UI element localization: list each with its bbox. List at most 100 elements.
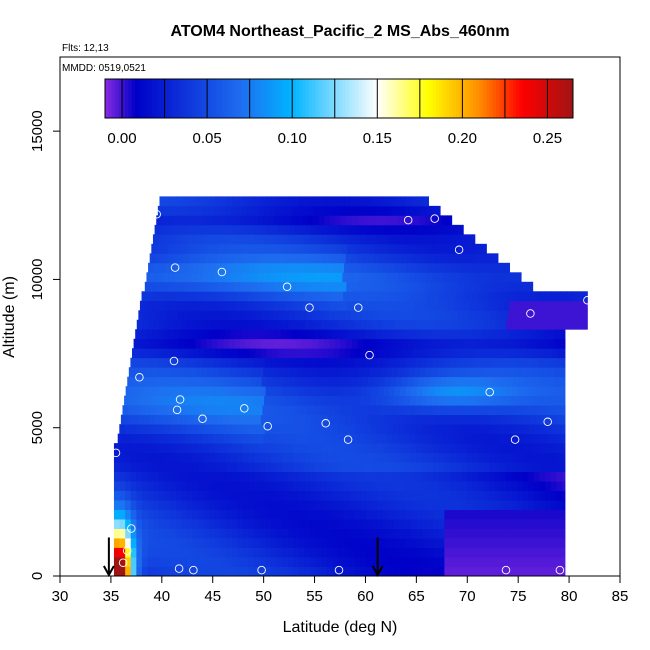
heatmap-cell [203, 509, 210, 520]
heatmap-cell [438, 291, 445, 302]
heatmap-cell [427, 481, 434, 491]
heatmap-cell [335, 215, 342, 226]
heatmap-cell [348, 272, 355, 283]
heatmap-cell [459, 329, 466, 340]
heatmap-cell [395, 224, 402, 235]
heatmap-cell [410, 234, 417, 245]
heatmap-cell [175, 557, 182, 567]
heatmap-cell [455, 519, 462, 529]
heatmap-cell [338, 386, 345, 397]
heatmap-cell [330, 367, 337, 378]
heatmap-cell [433, 386, 440, 397]
heatmap-cell [197, 357, 204, 368]
heatmap-cell [205, 310, 212, 321]
heatmap-cell [444, 557, 451, 567]
heatmap-cell [323, 253, 330, 264]
heatmap-cell [298, 471, 305, 482]
heatmap-cell [487, 300, 494, 311]
heatmap-cell [399, 443, 406, 454]
heatmap-cell [308, 272, 315, 283]
heatmap-cell [343, 462, 350, 473]
heatmap-cell [466, 538, 473, 548]
heatmap-cell [427, 357, 434, 368]
heatmap-cell [267, 310, 274, 321]
heatmap-cell [220, 481, 227, 491]
colorbar-segment [268, 79, 273, 118]
heatmap-cell [190, 243, 197, 254]
heatmap-cell [555, 395, 562, 406]
heatmap-cell [315, 424, 322, 435]
heatmap-cell [234, 338, 241, 349]
heatmap-cell [316, 196, 323, 207]
heatmap-cell [200, 376, 207, 387]
heatmap-cell [141, 557, 148, 567]
heatmap-cell [365, 547, 372, 558]
heatmap-cell [154, 414, 161, 425]
heatmap-cell [169, 557, 176, 567]
heatmap-cell [469, 281, 476, 292]
heatmap-cell [556, 462, 563, 473]
heatmap-cell [382, 538, 389, 548]
heatmap-cell [253, 443, 260, 454]
heatmap-cell [144, 281, 151, 292]
heatmap-cell [364, 395, 371, 406]
heatmap-cell [308, 395, 315, 406]
heatmap-cell [549, 329, 556, 340]
heatmap-cell [258, 329, 265, 340]
profile-point [430, 214, 439, 223]
heatmap-cell [477, 519, 484, 529]
heatmap-cell [343, 519, 350, 529]
heatmap-cell [456, 414, 463, 425]
heatmap-cell [195, 405, 202, 416]
heatmap-cell [228, 405, 235, 416]
heatmap-cell [298, 509, 305, 520]
heatmap-cell [388, 424, 395, 435]
heatmap-cell [377, 490, 384, 501]
heatmap-cell [259, 528, 266, 539]
heatmap-cell [185, 329, 192, 340]
heatmap-cell [320, 424, 327, 435]
heatmap-cell [517, 452, 524, 463]
heatmap-cell [449, 557, 456, 567]
heatmap-cell [540, 386, 547, 397]
heatmap-cell [129, 395, 136, 406]
heatmap-cell [564, 376, 566, 387]
heatmap-cell [332, 481, 339, 491]
heatmap-cell [404, 395, 411, 406]
heatmap-cell [552, 348, 559, 359]
heatmap-cell [251, 405, 258, 416]
heatmap-cell [399, 234, 406, 245]
heatmap-cell [411, 386, 418, 397]
heatmap-cell [509, 300, 516, 311]
heatmap-cell [429, 376, 436, 387]
heatmap-cell [449, 291, 456, 302]
heatmap-cell [431, 433, 438, 444]
heatmap-cell [158, 462, 165, 473]
heatmap-cell [243, 386, 250, 397]
heatmap-cell [338, 196, 345, 207]
heatmap-cell [513, 376, 520, 387]
heatmap-cell [275, 395, 282, 406]
heatmap-cell [124, 395, 131, 406]
heatmap-cell [382, 519, 389, 529]
heatmap-cell [352, 300, 359, 311]
heatmap-cell [544, 357, 551, 368]
heatmap-cell [371, 528, 378, 539]
heatmap-cell [567, 291, 574, 302]
heatmap-cell [165, 224, 172, 235]
heatmap-cell [453, 243, 460, 254]
heatmap-cell [193, 224, 200, 235]
heatmap-cell [433, 509, 440, 520]
heatmap-cell [427, 528, 434, 539]
heatmap-cell [187, 319, 194, 330]
heatmap-cell [175, 566, 182, 577]
heatmap-cell [438, 452, 445, 463]
heatmap-cell [186, 357, 193, 368]
heatmap-cell [252, 243, 259, 254]
heatmap-cell [444, 566, 451, 577]
heatmap-cell [181, 262, 188, 273]
heatmap-cell [354, 291, 361, 302]
heatmap-cell [150, 281, 157, 292]
heatmap-cell [495, 262, 502, 273]
heatmap-cell [325, 272, 332, 283]
